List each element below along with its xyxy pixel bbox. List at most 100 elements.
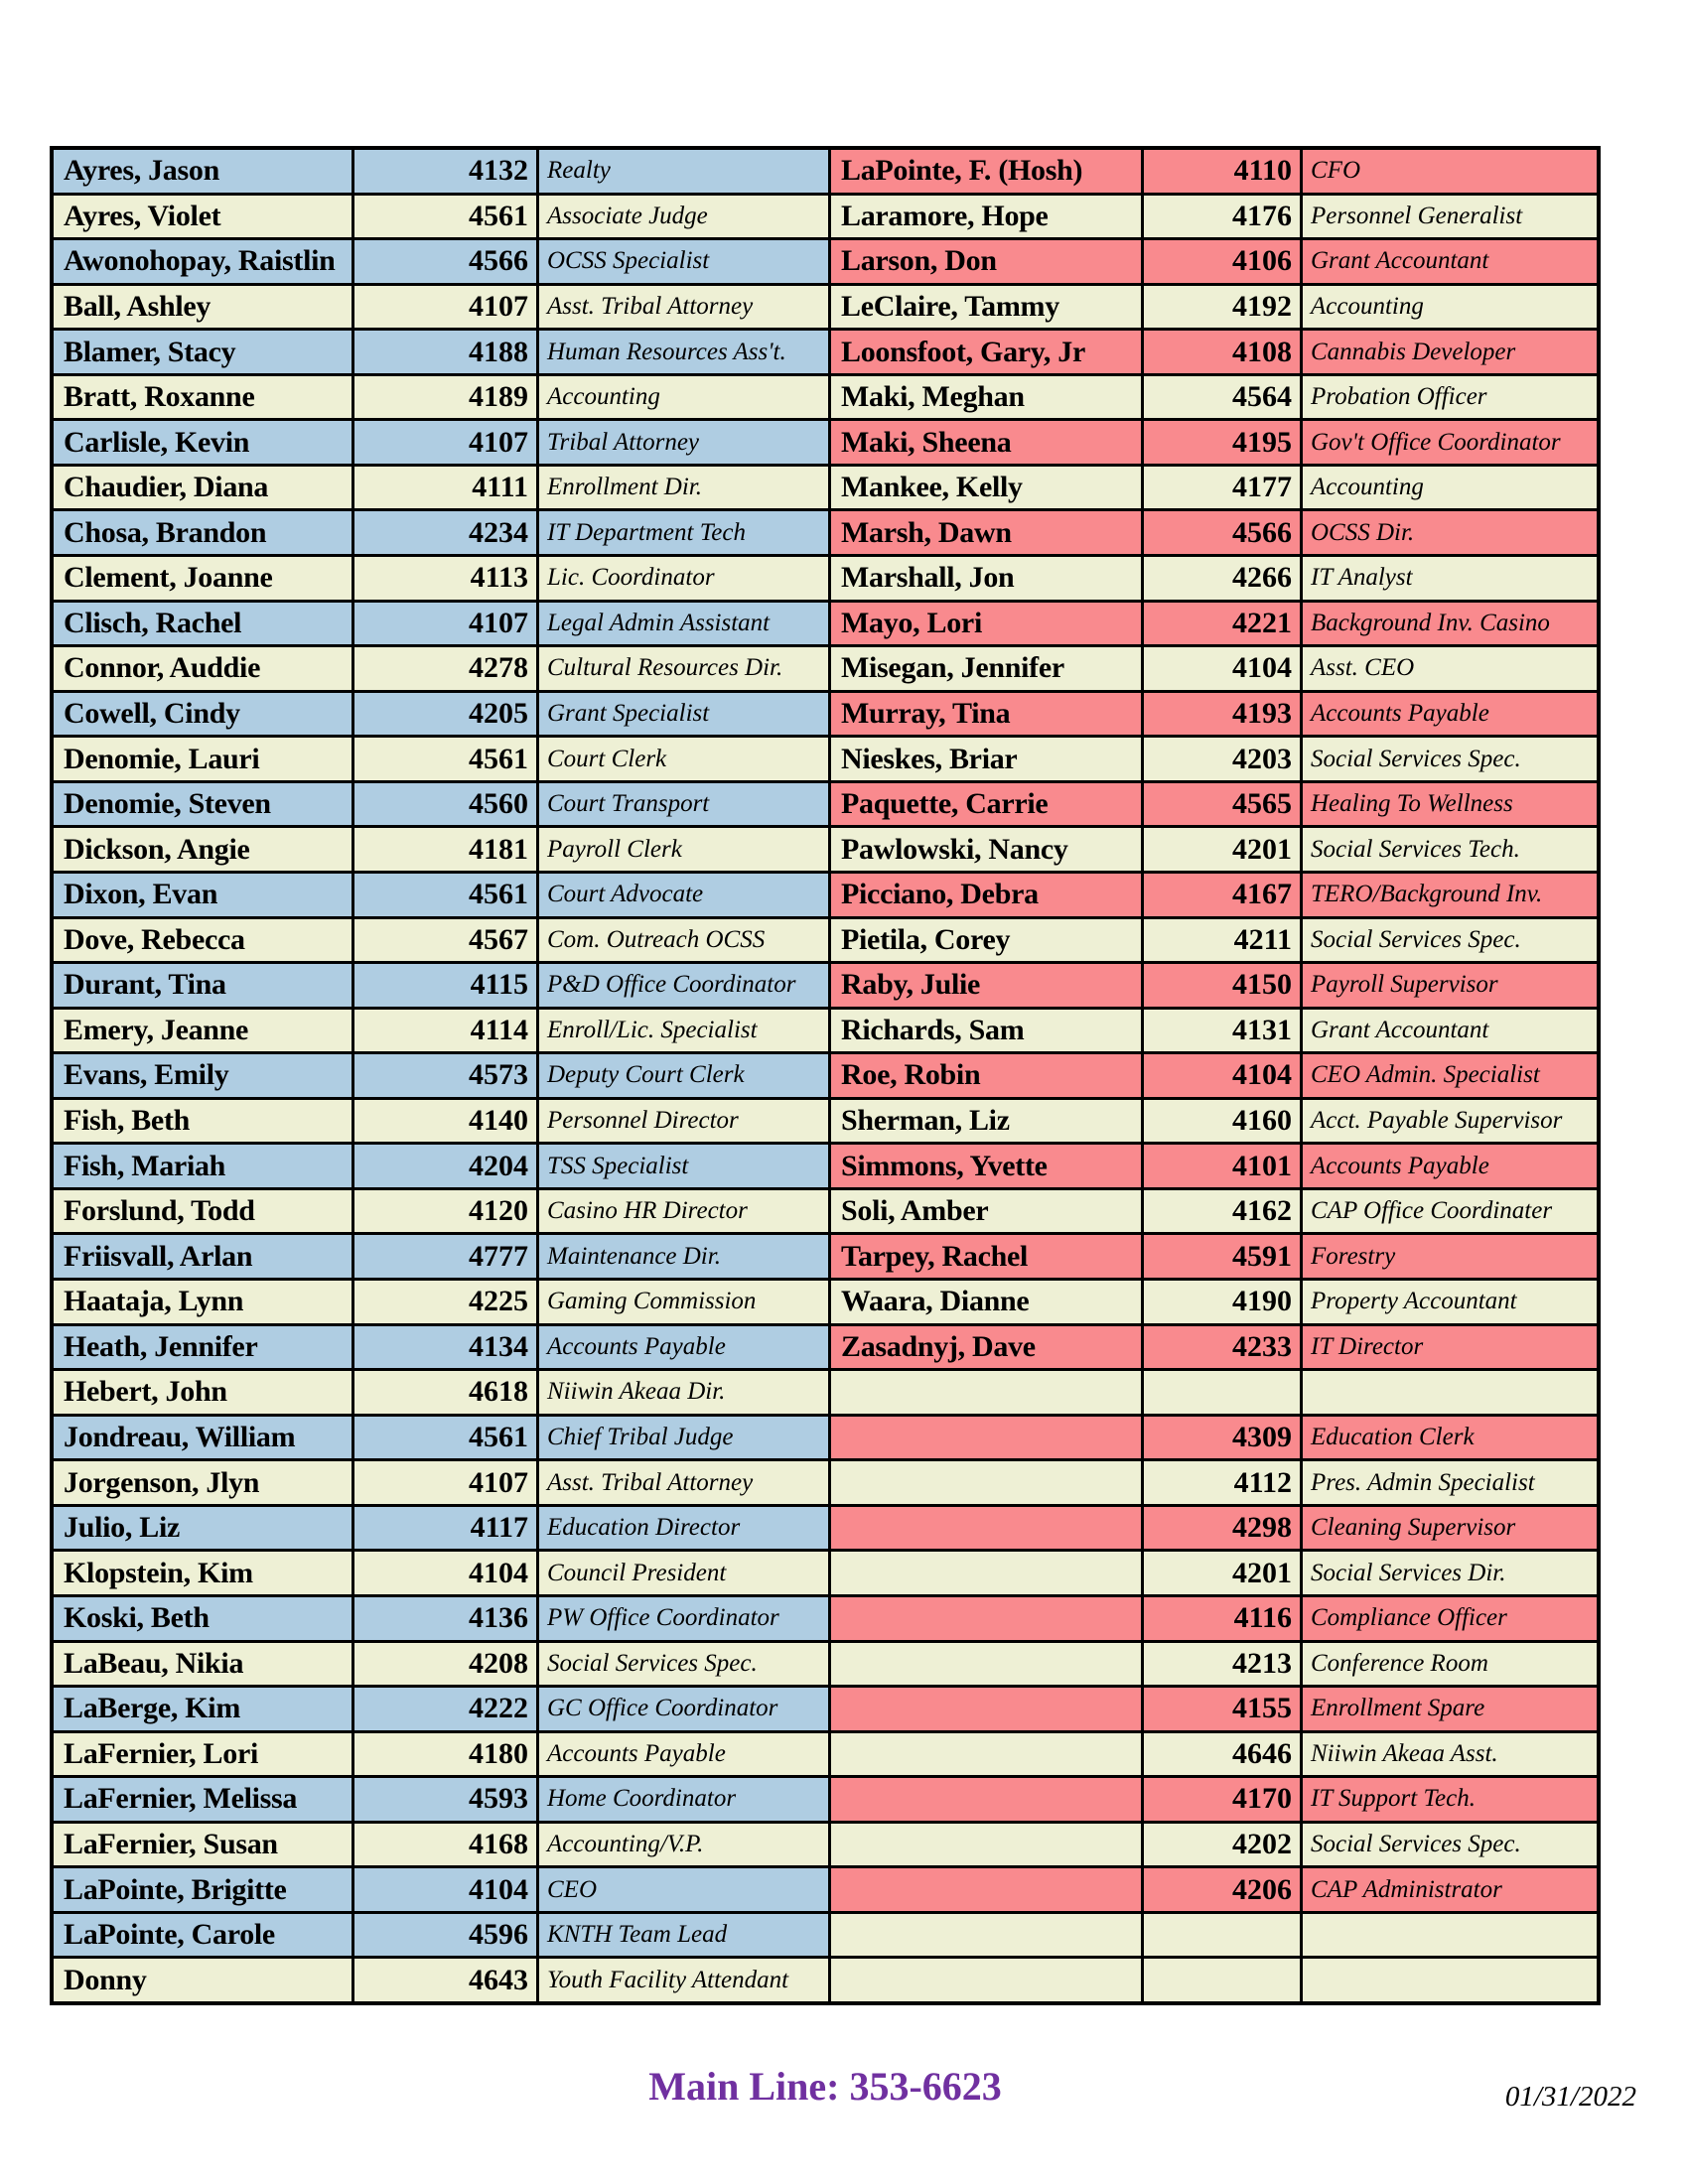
name-cell	[831, 1778, 1141, 1821]
name-cell: LaFernier, Melissa	[54, 1778, 352, 1821]
name-cell: Chosa, Brandon	[54, 511, 352, 555]
name-cell: Forslund, Todd	[54, 1189, 352, 1233]
extension-cell: 4591	[1144, 1235, 1300, 1279]
name-cell: Loonsfoot, Gary, Jr	[831, 331, 1141, 373]
title-cell: Forestry	[1303, 1235, 1597, 1279]
extension-cell: 4107	[354, 421, 536, 464]
title-cell: Social Services Tech.	[1303, 828, 1597, 871]
title-cell: IT Support Tech.	[1303, 1778, 1597, 1821]
title-cell: Court Advocate	[539, 873, 828, 916]
name-cell: LaPointe, Carole	[54, 1913, 352, 1957]
extension-cell: 4104	[354, 1552, 536, 1594]
name-cell	[831, 1868, 1141, 1911]
title-cell: Pres. Admin Specialist	[1303, 1461, 1597, 1504]
extension-cell: 4155	[1144, 1688, 1300, 1730]
extension-cell: 4202	[1144, 1823, 1300, 1866]
extension-cell: 4120	[354, 1189, 536, 1233]
extension-cell: 4107	[354, 285, 536, 329]
name-cell: Julio, Liz	[54, 1506, 352, 1550]
name-cell: Emery, Jeanne	[54, 1009, 352, 1052]
extension-cell: 4206	[1144, 1868, 1300, 1911]
extension-cell: 4234	[354, 511, 536, 555]
name-cell: Blamer, Stacy	[54, 331, 352, 373]
title-cell: Payroll Supervisor	[1303, 964, 1597, 1007]
extension-cell: 4309	[1144, 1416, 1300, 1459]
extension-cell: 4160	[1144, 1099, 1300, 1143]
extension-cell: 4643	[354, 1959, 536, 2001]
extension-cell: 4195	[1144, 421, 1300, 464]
name-cell: Mayo, Lori	[831, 602, 1141, 645]
title-cell: CAP Office Coordinater	[1303, 1189, 1597, 1233]
extension-cell: 4298	[1144, 1506, 1300, 1550]
name-cell: Friisvall, Arlan	[54, 1235, 352, 1279]
title-cell: Grant Specialist	[539, 692, 828, 736]
extension-cell: 4221	[1144, 602, 1300, 645]
extension-cell: 4211	[1144, 918, 1300, 962]
title-cell: Cultural Resources Dir.	[539, 647, 828, 690]
extension-cell: 4132	[354, 150, 536, 193]
title-cell: Personnel Director	[539, 1099, 828, 1143]
title-cell: Accounting	[1303, 466, 1597, 509]
name-cell: Larson, Don	[831, 240, 1141, 283]
title-cell: Payroll Clerk	[539, 828, 828, 871]
title-cell: Niiwin Akeaa Asst.	[1303, 1732, 1597, 1776]
extension-cell: 4104	[354, 1868, 536, 1911]
extension-cell: 4203	[1144, 738, 1300, 780]
extension-cell: 4188	[354, 331, 536, 373]
extension-cell: 4104	[1144, 647, 1300, 690]
name-cell: Dickson, Angie	[54, 828, 352, 871]
title-cell	[1303, 1913, 1597, 1957]
name-cell: Marshall, Jon	[831, 557, 1141, 600]
title-cell: Conference Room	[1303, 1642, 1597, 1686]
extension-cell: 4618	[354, 1371, 536, 1414]
extension-cell: 4561	[354, 873, 536, 916]
name-cell	[831, 1596, 1141, 1640]
extension-cell: 4101	[1144, 1145, 1300, 1187]
title-cell: Tribal Attorney	[539, 421, 828, 464]
name-cell: Waara, Dianne	[831, 1281, 1141, 1323]
name-cell: Ayres, Jason	[54, 150, 352, 193]
extension-cell: 4162	[1144, 1189, 1300, 1233]
title-cell: Home Coordinator	[539, 1778, 828, 1821]
name-cell: Picciano, Debra	[831, 873, 1141, 916]
extension-cell: 4201	[1144, 828, 1300, 871]
title-cell: IT Analyst	[1303, 557, 1597, 600]
name-cell: LaBeau, Nikia	[54, 1642, 352, 1686]
extension-cell: 4204	[354, 1145, 536, 1187]
name-cell: Soli, Amber	[831, 1189, 1141, 1233]
title-cell: PW Office Coordinator	[539, 1596, 828, 1640]
title-cell: Accounts Payable	[1303, 692, 1597, 736]
extension-cell: 4107	[354, 602, 536, 645]
name-cell: Fish, Mariah	[54, 1145, 352, 1187]
title-cell	[1303, 1371, 1597, 1414]
name-cell: Zasadnyj, Dave	[831, 1325, 1141, 1369]
extension-cell: 4222	[354, 1688, 536, 1730]
name-cell	[831, 1913, 1141, 1957]
extension-cell: 4189	[354, 375, 536, 419]
title-cell: Asst. CEO	[1303, 647, 1597, 690]
title-cell: Court Transport	[539, 782, 828, 826]
name-cell	[831, 1552, 1141, 1594]
extension-cell: 4114	[354, 1009, 536, 1052]
extension-cell: 4150	[1144, 964, 1300, 1007]
title-cell: CEO	[539, 1868, 828, 1911]
name-cell: Koski, Beth	[54, 1596, 352, 1640]
title-cell: Accounting	[539, 375, 828, 419]
name-cell: Murray, Tina	[831, 692, 1141, 736]
extension-cell: 4564	[1144, 375, 1300, 419]
name-cell: Richards, Sam	[831, 1009, 1141, 1052]
name-cell: Ayres, Violet	[54, 195, 352, 238]
extension-cell: 4233	[1144, 1325, 1300, 1369]
extension-cell: 4566	[354, 240, 536, 283]
extension-cell: 4112	[1144, 1461, 1300, 1504]
name-cell: Denomie, Steven	[54, 782, 352, 826]
title-cell: Deputy Court Clerk	[539, 1054, 828, 1097]
name-cell: Cowell, Cindy	[54, 692, 352, 736]
extension-cell: 4116	[1144, 1596, 1300, 1640]
name-cell: Hebert, John	[54, 1371, 352, 1414]
title-cell: Social Services Spec.	[1303, 918, 1597, 962]
name-cell: Dove, Rebecca	[54, 918, 352, 962]
name-cell: Nieskes, Briar	[831, 738, 1141, 780]
name-cell	[831, 1506, 1141, 1550]
title-cell: Enrollment Dir.	[539, 466, 828, 509]
